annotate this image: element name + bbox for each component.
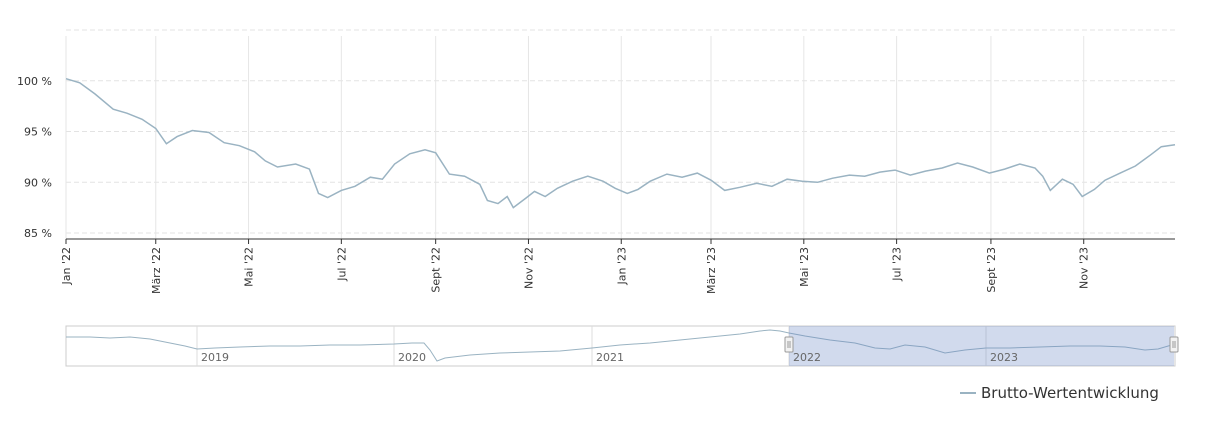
range-navigator[interactable]: 2019 2020 2021 2022 2023 <box>65 325 1179 367</box>
grid <box>65 29 1175 239</box>
navigator-year-labels: 2019 2020 2021 2022 2023 <box>201 351 1018 364</box>
y-axis-labels: 100 % 95 % 90 % 85 % <box>17 75 52 240</box>
x-tick-label: Jan '23 <box>615 247 628 285</box>
x-tick-label: Mai '22 <box>243 247 256 287</box>
x-tick-label: Sept '22 <box>430 247 443 293</box>
navigator-year-label: 2020 <box>398 351 426 364</box>
legend[interactable]: Brutto-Wertentwicklung <box>960 384 1159 402</box>
x-tick-label: Mai '23 <box>798 247 811 287</box>
navigator-right-handle[interactable] <box>1169 336 1179 353</box>
x-tick-label: Nov '23 <box>1078 247 1091 289</box>
y-tick-label: 95 % <box>24 126 52 139</box>
legend-label: Brutto-Wertentwicklung <box>981 384 1159 402</box>
x-tick-label: Sept '23 <box>985 247 998 293</box>
navigator-series-line <box>66 329 1176 362</box>
navigator-year-label: 2023 <box>990 351 1018 364</box>
navigator-year-label: 2019 <box>201 351 229 364</box>
x-tick-label: März '22 <box>150 247 163 294</box>
x-tick-label: März '23 <box>705 247 718 294</box>
x-tick-label: Nov '22 <box>522 247 535 289</box>
x-tick-label: Jul '23 <box>891 247 904 282</box>
navigator-selection[interactable] <box>789 326 1174 366</box>
y-tick-label: 85 % <box>24 227 52 240</box>
x-axis-labels: Jan '22 März '22 Mai '22 Jul '22 Sept '22 Nov… <box>60 239 1091 294</box>
navigator-left-handle[interactable] <box>784 336 794 353</box>
navigator-year-label: 2022 <box>793 351 821 364</box>
x-tick-label: Jan '22 <box>60 247 73 285</box>
y-tick-label: 100 % <box>17 75 52 88</box>
navigator-year-label: 2021 <box>596 351 624 364</box>
series-line-brutto-wertentwicklung <box>65 77 1176 209</box>
y-tick-label: 90 % <box>24 176 52 189</box>
x-tick-label: Jul '22 <box>335 247 348 282</box>
